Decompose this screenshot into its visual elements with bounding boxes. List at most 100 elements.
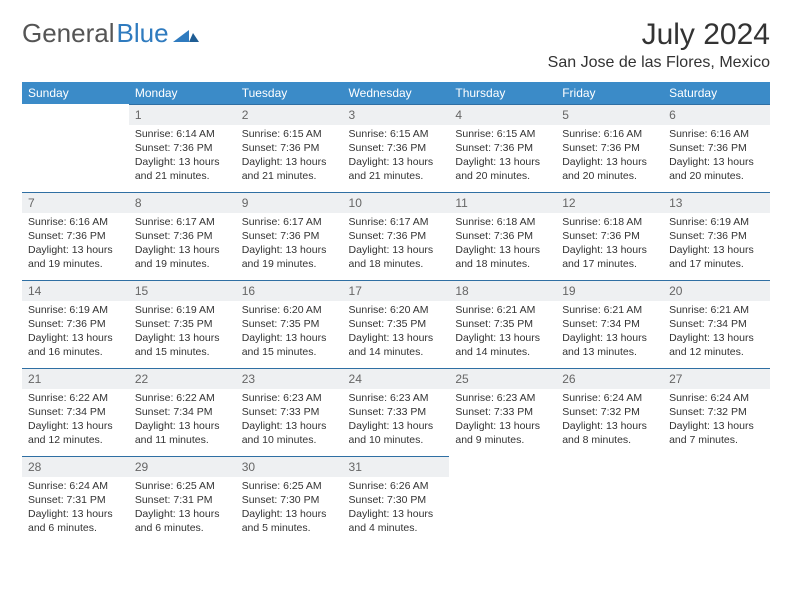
day-body: Sunrise: 6:26 AMSunset: 7:30 PMDaylight:… [343, 477, 450, 539]
day-number: 15 [129, 280, 236, 301]
weekday-row: SundayMondayTuesdayWednesdayThursdayFrid… [22, 82, 770, 104]
calendar-day-cell: 5Sunrise: 6:16 AMSunset: 7:36 PMDaylight… [556, 104, 663, 192]
calendar-day-cell: 28Sunrise: 6:24 AMSunset: 7:31 PMDayligh… [22, 456, 129, 544]
calendar-day-cell: 31Sunrise: 6:26 AMSunset: 7:30 PMDayligh… [343, 456, 450, 544]
day-number: 16 [236, 280, 343, 301]
weekday-header: Wednesday [343, 82, 450, 104]
logo: GeneralBlue [22, 18, 199, 49]
calendar-day-cell: 25Sunrise: 6:23 AMSunset: 7:33 PMDayligh… [449, 368, 556, 456]
calendar-day-cell: 23Sunrise: 6:23 AMSunset: 7:33 PMDayligh… [236, 368, 343, 456]
day-body: Sunrise: 6:19 AMSunset: 7:36 PMDaylight:… [663, 213, 770, 275]
weekday-header: Thursday [449, 82, 556, 104]
day-body: Sunrise: 6:21 AMSunset: 7:35 PMDaylight:… [449, 301, 556, 363]
day-number: 14 [22, 280, 129, 301]
day-number: 27 [663, 368, 770, 389]
calendar-day-cell: 4Sunrise: 6:15 AMSunset: 7:36 PMDaylight… [449, 104, 556, 192]
weekday-header: Saturday [663, 82, 770, 104]
day-body: Sunrise: 6:16 AMSunset: 7:36 PMDaylight:… [556, 125, 663, 187]
day-body: Sunrise: 6:22 AMSunset: 7:34 PMDaylight:… [129, 389, 236, 451]
day-number: 7 [22, 192, 129, 213]
logo-text-general: General [22, 18, 115, 49]
calendar-day-cell: 13Sunrise: 6:19 AMSunset: 7:36 PMDayligh… [663, 192, 770, 280]
day-body: Sunrise: 6:25 AMSunset: 7:31 PMDaylight:… [129, 477, 236, 539]
calendar-day-cell: 20Sunrise: 6:21 AMSunset: 7:34 PMDayligh… [663, 280, 770, 368]
day-number: 19 [556, 280, 663, 301]
calendar-day-cell [449, 456, 556, 544]
day-body: Sunrise: 6:18 AMSunset: 7:36 PMDaylight:… [556, 213, 663, 275]
day-body: Sunrise: 6:19 AMSunset: 7:36 PMDaylight:… [22, 301, 129, 363]
calendar-day-cell: 21Sunrise: 6:22 AMSunset: 7:34 PMDayligh… [22, 368, 129, 456]
calendar-day-cell: 1Sunrise: 6:14 AMSunset: 7:36 PMDaylight… [129, 104, 236, 192]
day-body: Sunrise: 6:15 AMSunset: 7:36 PMDaylight:… [236, 125, 343, 187]
calendar-week-row: 7Sunrise: 6:16 AMSunset: 7:36 PMDaylight… [22, 192, 770, 280]
calendar-body: 1Sunrise: 6:14 AMSunset: 7:36 PMDaylight… [22, 104, 770, 544]
calendar-day-cell: 3Sunrise: 6:15 AMSunset: 7:36 PMDaylight… [343, 104, 450, 192]
calendar-day-cell: 10Sunrise: 6:17 AMSunset: 7:36 PMDayligh… [343, 192, 450, 280]
day-number: 24 [343, 368, 450, 389]
calendar-day-cell: 11Sunrise: 6:18 AMSunset: 7:36 PMDayligh… [449, 192, 556, 280]
day-body: Sunrise: 6:15 AMSunset: 7:36 PMDaylight:… [449, 125, 556, 187]
calendar-day-cell: 19Sunrise: 6:21 AMSunset: 7:34 PMDayligh… [556, 280, 663, 368]
day-body: Sunrise: 6:19 AMSunset: 7:35 PMDaylight:… [129, 301, 236, 363]
logo-text-blue: Blue [117, 18, 169, 49]
weekday-header: Tuesday [236, 82, 343, 104]
day-body: Sunrise: 6:16 AMSunset: 7:36 PMDaylight:… [663, 125, 770, 187]
calendar-day-cell [663, 456, 770, 544]
day-number: 12 [556, 192, 663, 213]
calendar-day-cell: 9Sunrise: 6:17 AMSunset: 7:36 PMDaylight… [236, 192, 343, 280]
day-number: 2 [236, 104, 343, 125]
day-number: 29 [129, 456, 236, 477]
day-body: Sunrise: 6:18 AMSunset: 7:36 PMDaylight:… [449, 213, 556, 275]
day-number: 9 [236, 192, 343, 213]
day-number: 6 [663, 104, 770, 125]
calendar-day-cell: 17Sunrise: 6:20 AMSunset: 7:35 PMDayligh… [343, 280, 450, 368]
day-body: Sunrise: 6:21 AMSunset: 7:34 PMDaylight:… [556, 301, 663, 363]
day-number: 4 [449, 104, 556, 125]
day-number: 1 [129, 104, 236, 125]
calendar-day-cell: 29Sunrise: 6:25 AMSunset: 7:31 PMDayligh… [129, 456, 236, 544]
calendar-day-cell: 16Sunrise: 6:20 AMSunset: 7:35 PMDayligh… [236, 280, 343, 368]
calendar-day-cell: 2Sunrise: 6:15 AMSunset: 7:36 PMDaylight… [236, 104, 343, 192]
day-body: Sunrise: 6:17 AMSunset: 7:36 PMDaylight:… [236, 213, 343, 275]
calendar-week-row: 1Sunrise: 6:14 AMSunset: 7:36 PMDaylight… [22, 104, 770, 192]
calendar-day-cell: 14Sunrise: 6:19 AMSunset: 7:36 PMDayligh… [22, 280, 129, 368]
calendar-week-row: 14Sunrise: 6:19 AMSunset: 7:36 PMDayligh… [22, 280, 770, 368]
day-body: Sunrise: 6:20 AMSunset: 7:35 PMDaylight:… [236, 301, 343, 363]
day-number: 25 [449, 368, 556, 389]
calendar-day-cell: 22Sunrise: 6:22 AMSunset: 7:34 PMDayligh… [129, 368, 236, 456]
day-body: Sunrise: 6:21 AMSunset: 7:34 PMDaylight:… [663, 301, 770, 363]
day-number: 21 [22, 368, 129, 389]
day-number: 10 [343, 192, 450, 213]
location: San Jose de las Flores, Mexico [548, 54, 770, 72]
day-number: 11 [449, 192, 556, 213]
month-title: July 2024 [548, 18, 770, 52]
day-number: 20 [663, 280, 770, 301]
weekday-header: Friday [556, 82, 663, 104]
day-body: Sunrise: 6:15 AMSunset: 7:36 PMDaylight:… [343, 125, 450, 187]
day-number: 26 [556, 368, 663, 389]
day-number: 5 [556, 104, 663, 125]
day-body: Sunrise: 6:14 AMSunset: 7:36 PMDaylight:… [129, 125, 236, 187]
calendar-week-row: 28Sunrise: 6:24 AMSunset: 7:31 PMDayligh… [22, 456, 770, 544]
calendar-day-cell: 6Sunrise: 6:16 AMSunset: 7:36 PMDaylight… [663, 104, 770, 192]
day-number: 13 [663, 192, 770, 213]
day-body: Sunrise: 6:20 AMSunset: 7:35 PMDaylight:… [343, 301, 450, 363]
calendar-day-cell: 30Sunrise: 6:25 AMSunset: 7:30 PMDayligh… [236, 456, 343, 544]
calendar-day-cell: 27Sunrise: 6:24 AMSunset: 7:32 PMDayligh… [663, 368, 770, 456]
calendar-day-cell: 7Sunrise: 6:16 AMSunset: 7:36 PMDaylight… [22, 192, 129, 280]
day-body: Sunrise: 6:23 AMSunset: 7:33 PMDaylight:… [236, 389, 343, 451]
day-number: 23 [236, 368, 343, 389]
calendar-day-cell [22, 104, 129, 192]
calendar-day-cell: 26Sunrise: 6:24 AMSunset: 7:32 PMDayligh… [556, 368, 663, 456]
title-block: July 2024 San Jose de las Flores, Mexico [548, 18, 770, 72]
calendar-day-cell: 24Sunrise: 6:23 AMSunset: 7:33 PMDayligh… [343, 368, 450, 456]
header: GeneralBlue July 2024 San Jose de las Fl… [22, 18, 770, 72]
day-number: 28 [22, 456, 129, 477]
day-body: Sunrise: 6:23 AMSunset: 7:33 PMDaylight:… [343, 389, 450, 451]
calendar-day-cell: 12Sunrise: 6:18 AMSunset: 7:36 PMDayligh… [556, 192, 663, 280]
day-number: 17 [343, 280, 450, 301]
weekday-header: Sunday [22, 82, 129, 104]
day-body: Sunrise: 6:23 AMSunset: 7:33 PMDaylight:… [449, 389, 556, 451]
day-number: 8 [129, 192, 236, 213]
calendar-day-cell: 8Sunrise: 6:17 AMSunset: 7:36 PMDaylight… [129, 192, 236, 280]
